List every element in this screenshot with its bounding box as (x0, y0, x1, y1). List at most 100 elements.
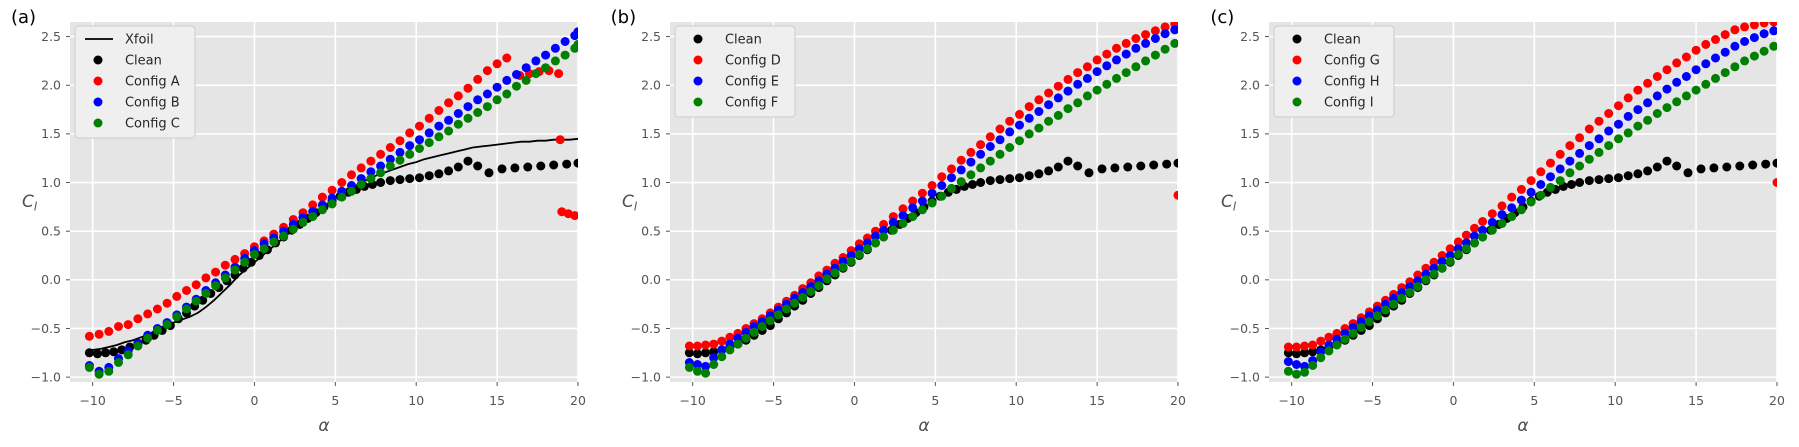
axis-ticks: −10 −5 0 5 10 15 20 −1.0 −0.5 0.0 0.5 1.0 1.5 2.0 2.5 (31, 29, 586, 408)
data-point (1462, 244, 1472, 254)
data-point (878, 232, 888, 242)
data-point (1082, 73, 1092, 83)
y-tick-label: 1.5 (1240, 126, 1260, 141)
data-point (1053, 81, 1063, 91)
data-point (995, 175, 1005, 185)
data-point (1111, 55, 1121, 65)
data-point (327, 199, 337, 209)
data-point (789, 298, 799, 308)
data-point (1546, 172, 1556, 182)
data-point (946, 183, 956, 193)
data-point (444, 115, 454, 125)
data-point (1653, 91, 1663, 101)
data-point (975, 140, 985, 150)
data-point (1614, 101, 1624, 111)
data-point (434, 132, 444, 142)
data-point (995, 124, 1005, 134)
series-config-i (1284, 41, 1778, 379)
data-point (1470, 231, 1480, 241)
data-point (1284, 342, 1294, 352)
data-point (1072, 68, 1082, 78)
plot-b: −10 −5 0 5 10 15 20 −1.0 −0.5 0.0 0.5 1.0 1.5 2.0 2.5 C… (622, 22, 1186, 436)
legend-label: Config E (725, 74, 779, 89)
data-point (346, 186, 356, 196)
legend-label: Config H (1324, 74, 1380, 89)
data-point (549, 160, 559, 170)
data-point (1140, 56, 1150, 66)
data-point (511, 81, 521, 91)
data-point (1488, 217, 1498, 227)
data-point (1701, 59, 1711, 69)
data-point (985, 142, 995, 152)
data-point (510, 163, 520, 173)
data-point (1110, 163, 1120, 173)
data-point (1034, 95, 1044, 105)
legend-marker (93, 118, 103, 128)
data-point (1633, 105, 1643, 115)
data-point (870, 238, 880, 248)
data-point (385, 154, 395, 164)
data-point (898, 218, 908, 228)
data-point (765, 316, 775, 326)
data-point (473, 161, 483, 171)
data-point (521, 75, 531, 85)
data-point (1308, 360, 1318, 370)
legend-label: Xfoil (125, 32, 154, 47)
data-point (1575, 161, 1585, 171)
legend-marker (93, 76, 103, 86)
y-tick-label: −1.0 (1230, 369, 1260, 384)
panel-tag-b: (b) (610, 7, 637, 28)
data-point (1292, 342, 1302, 352)
data-point (1446, 256, 1456, 266)
x-tick-label: 20 (1769, 393, 1785, 408)
x-tick-label: 5 (1531, 393, 1539, 408)
legend-marker (693, 34, 703, 44)
data-point (1316, 336, 1326, 346)
data-point (1101, 49, 1111, 59)
data-point (967, 180, 977, 190)
x-tick-label: −10 (679, 393, 705, 408)
data-point (1121, 68, 1131, 78)
data-point (444, 166, 454, 176)
data-point (1594, 134, 1604, 144)
data-point (356, 163, 366, 173)
data-point (434, 121, 444, 131)
data-point (1565, 141, 1575, 151)
x-tick-label: 5 (331, 393, 339, 408)
data-point (376, 178, 386, 188)
data-point (725, 332, 735, 342)
data-point (692, 366, 702, 376)
y-tick-label: −0.5 (630, 321, 660, 336)
data-point (985, 176, 995, 186)
data-point (700, 361, 710, 371)
data-point (1633, 85, 1643, 95)
data-point (1381, 305, 1391, 315)
x-tick-label: 5 (931, 393, 939, 408)
data-point (1761, 159, 1771, 169)
data-point (1604, 126, 1614, 136)
data-point (94, 369, 104, 379)
data-point (1653, 162, 1663, 172)
data-point (1092, 67, 1102, 77)
data-point (453, 109, 463, 119)
data-point (907, 203, 917, 213)
data-point (143, 333, 153, 343)
data-point (84, 348, 94, 358)
data-point (1526, 176, 1536, 186)
data-point (1643, 78, 1653, 88)
data-point (1691, 65, 1701, 75)
y-tick-label: 1.0 (41, 175, 61, 190)
legend: Clean Config D Config E Config F (674, 25, 796, 118)
data-point (830, 268, 840, 278)
data-point (862, 244, 872, 254)
data-point (337, 192, 347, 202)
x-tick-label: 10 (1608, 393, 1624, 408)
data-point (1082, 91, 1092, 101)
data-point (1711, 53, 1721, 63)
y-tick-label: 2.5 (641, 29, 661, 44)
data-point (298, 217, 308, 227)
data-point (1526, 187, 1536, 197)
data-point (570, 211, 578, 221)
data-point (366, 174, 376, 184)
data-point (1556, 149, 1566, 159)
